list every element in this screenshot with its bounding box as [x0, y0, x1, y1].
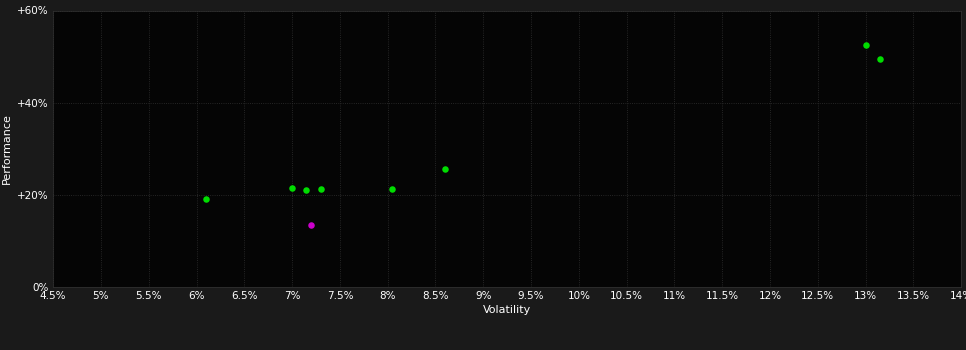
Point — [313, 187, 328, 192]
Point — [303, 222, 319, 228]
Point — [298, 188, 314, 193]
Point — [284, 185, 299, 191]
Point — [438, 167, 453, 172]
Point — [858, 42, 873, 48]
Y-axis label: Performance: Performance — [2, 113, 12, 184]
Point — [198, 197, 213, 202]
X-axis label: Volatility: Volatility — [483, 305, 531, 315]
Point — [872, 56, 888, 62]
Point — [384, 187, 400, 192]
